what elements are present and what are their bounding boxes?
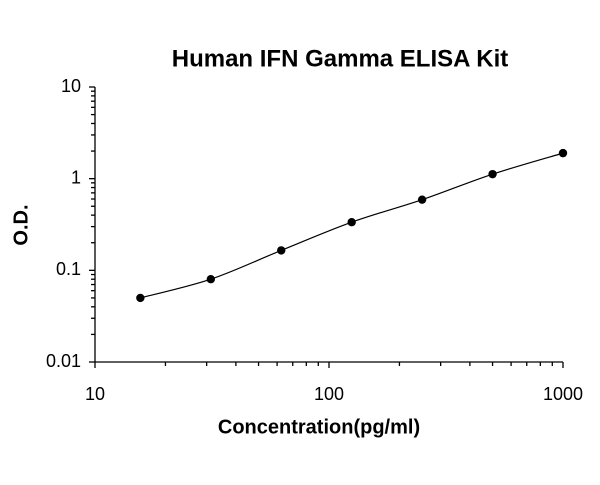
y-tick-label: 1 — [71, 167, 81, 187]
y-tick-label: 0.1 — [56, 259, 81, 279]
data-point — [347, 218, 356, 227]
x-tick-label: 1000 — [543, 384, 583, 404]
x-axis-label: Concentration(pg/ml) — [218, 416, 420, 438]
y-axis-label: O.D. — [10, 204, 32, 245]
data-point — [417, 195, 427, 204]
data-point — [277, 246, 286, 255]
x-tick-label: 10 — [85, 384, 105, 404]
y-tick-label: 0.01 — [46, 351, 81, 371]
data-point — [206, 275, 215, 284]
chart-title: Human IFN Gamma ELISA Kit — [172, 45, 509, 72]
data-point — [136, 293, 145, 303]
y-tick-label: 10 — [61, 76, 81, 96]
data-point — [558, 148, 568, 158]
x-tick-label: 100 — [314, 384, 344, 404]
data-point — [488, 169, 497, 179]
